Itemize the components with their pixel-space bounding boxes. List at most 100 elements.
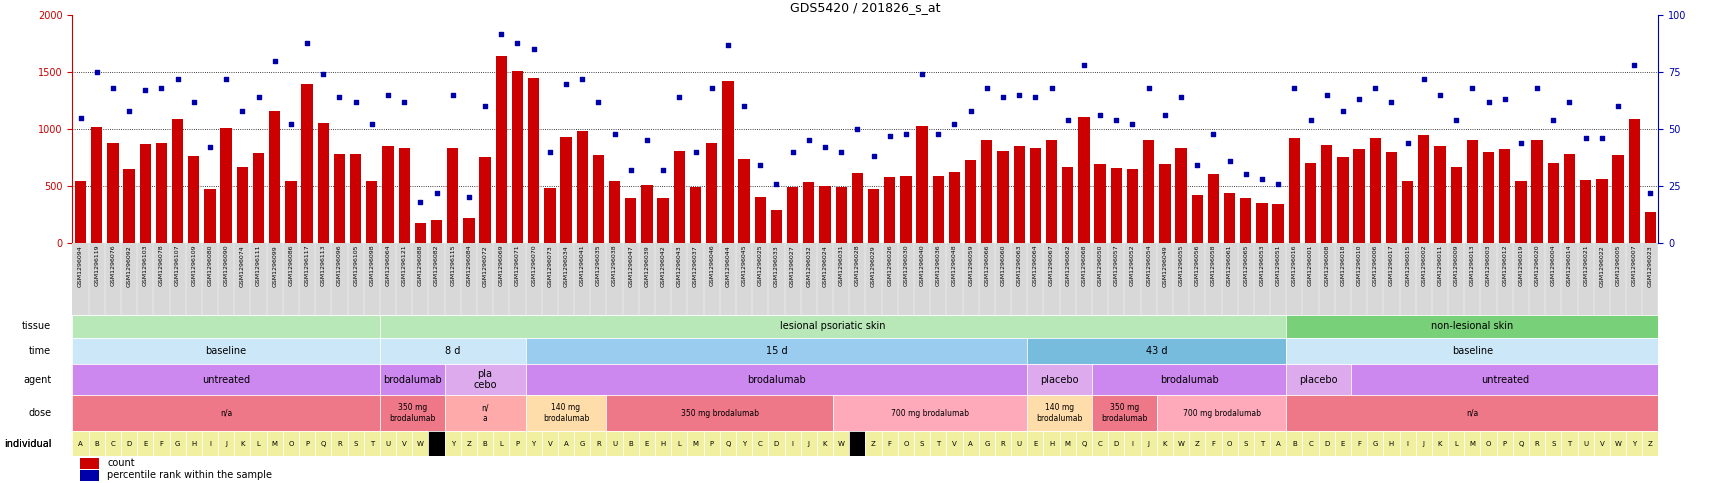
- Point: [326, 93, 353, 101]
- Text: E: E: [644, 441, 650, 447]
- Text: S: S: [1551, 441, 1554, 447]
- Text: GSM1296017: GSM1296017: [1389, 245, 1394, 286]
- Bar: [1499, 150, 1509, 242]
- Text: brodalumab: brodalumab: [746, 374, 805, 384]
- Bar: [415, 223, 426, 242]
- Text: GSM1296064: GSM1296064: [386, 245, 391, 286]
- Text: U: U: [612, 441, 617, 447]
- Bar: [784, 431, 799, 456]
- Point: [1442, 116, 1470, 124]
- Point: [1458, 84, 1485, 92]
- Point: [1166, 93, 1194, 101]
- Bar: [1077, 116, 1089, 242]
- Bar: [1304, 163, 1315, 242]
- Text: I: I: [1406, 441, 1408, 447]
- Text: GSM1296032: GSM1296032: [806, 245, 812, 286]
- Bar: [526, 338, 1027, 364]
- Text: GSM1296038: GSM1296038: [612, 245, 617, 286]
- Text: GSM1296062: GSM1296062: [1065, 245, 1070, 286]
- Text: GSM1296036: GSM1296036: [936, 245, 941, 286]
- Point: [908, 71, 936, 78]
- Point: [1377, 98, 1404, 106]
- Text: B: B: [1291, 441, 1296, 447]
- Text: K: K: [1161, 441, 1166, 447]
- Bar: [1592, 431, 1609, 456]
- Text: I: I: [1130, 441, 1132, 447]
- Bar: [364, 431, 379, 456]
- Text: GSM1296084: GSM1296084: [467, 245, 470, 286]
- Text: G: G: [174, 441, 181, 447]
- Text: GSM1296111: GSM1296111: [257, 245, 260, 286]
- Text: GSM1296039: GSM1296039: [644, 245, 650, 286]
- Text: GSM1296050: GSM1296050: [1098, 245, 1103, 286]
- Text: GSM1296068: GSM1296068: [1080, 245, 1085, 286]
- Text: P: P: [1502, 441, 1506, 447]
- Bar: [589, 431, 606, 456]
- Bar: [460, 431, 477, 456]
- Bar: [1609, 431, 1625, 456]
- Bar: [412, 431, 429, 456]
- Bar: [81, 469, 100, 481]
- Point: [229, 107, 257, 115]
- Bar: [1091, 395, 1156, 431]
- Bar: [1239, 199, 1251, 242]
- Point: [650, 166, 677, 174]
- Text: T: T: [936, 441, 939, 447]
- Bar: [1156, 431, 1172, 456]
- Text: GSM1296117: GSM1296117: [305, 245, 310, 286]
- Point: [762, 180, 789, 187]
- Text: H: H: [660, 441, 665, 447]
- Text: GSM1296067: GSM1296067: [1049, 245, 1053, 286]
- Bar: [1027, 364, 1091, 395]
- Bar: [1595, 179, 1606, 242]
- Text: GSM1296107: GSM1296107: [176, 245, 179, 286]
- Bar: [1029, 148, 1041, 242]
- Text: 43 d: 43 d: [1146, 346, 1166, 355]
- Point: [1215, 157, 1242, 165]
- Bar: [622, 431, 639, 456]
- Text: T: T: [1260, 441, 1263, 447]
- Point: [989, 93, 1017, 101]
- Text: GSM1296004: GSM1296004: [1551, 245, 1554, 286]
- Bar: [138, 431, 153, 456]
- Bar: [851, 173, 863, 242]
- Bar: [1578, 180, 1590, 242]
- Bar: [1108, 431, 1123, 456]
- Text: H: H: [1048, 441, 1053, 447]
- Text: C: C: [1308, 441, 1313, 447]
- Bar: [1272, 204, 1284, 242]
- Text: B: B: [95, 441, 98, 447]
- Point: [1506, 139, 1533, 146]
- Bar: [1141, 431, 1156, 456]
- Point: [1037, 84, 1065, 92]
- Text: individual: individual: [3, 439, 52, 449]
- Bar: [948, 172, 960, 242]
- Text: GSM1296105: GSM1296105: [353, 245, 358, 286]
- Bar: [722, 81, 732, 242]
- Text: GSM1296031: GSM1296031: [837, 245, 843, 286]
- Text: S: S: [353, 441, 358, 447]
- Bar: [526, 364, 1027, 395]
- Bar: [1447, 431, 1463, 456]
- Bar: [1401, 181, 1413, 242]
- Text: GSM1296024: GSM1296024: [822, 245, 827, 286]
- Bar: [687, 431, 703, 456]
- Text: E: E: [143, 441, 148, 447]
- Point: [1635, 189, 1663, 197]
- Text: 140 mg
brodalumab: 140 mg brodalumab: [1036, 403, 1082, 423]
- Bar: [884, 177, 894, 242]
- Text: M: M: [272, 441, 277, 447]
- Text: K: K: [822, 441, 827, 447]
- Point: [164, 75, 191, 83]
- Text: GSM1296006: GSM1296006: [1372, 245, 1377, 286]
- Point: [277, 121, 305, 128]
- Text: A: A: [968, 441, 972, 447]
- Bar: [1091, 431, 1108, 456]
- Bar: [946, 431, 961, 456]
- Point: [1151, 112, 1179, 119]
- Text: M: M: [1468, 441, 1475, 447]
- Bar: [720, 431, 736, 456]
- Text: T: T: [369, 441, 374, 447]
- Text: GSM1296064: GSM1296064: [1032, 245, 1037, 286]
- Text: percentile rank within the sample: percentile rank within the sample: [107, 470, 272, 480]
